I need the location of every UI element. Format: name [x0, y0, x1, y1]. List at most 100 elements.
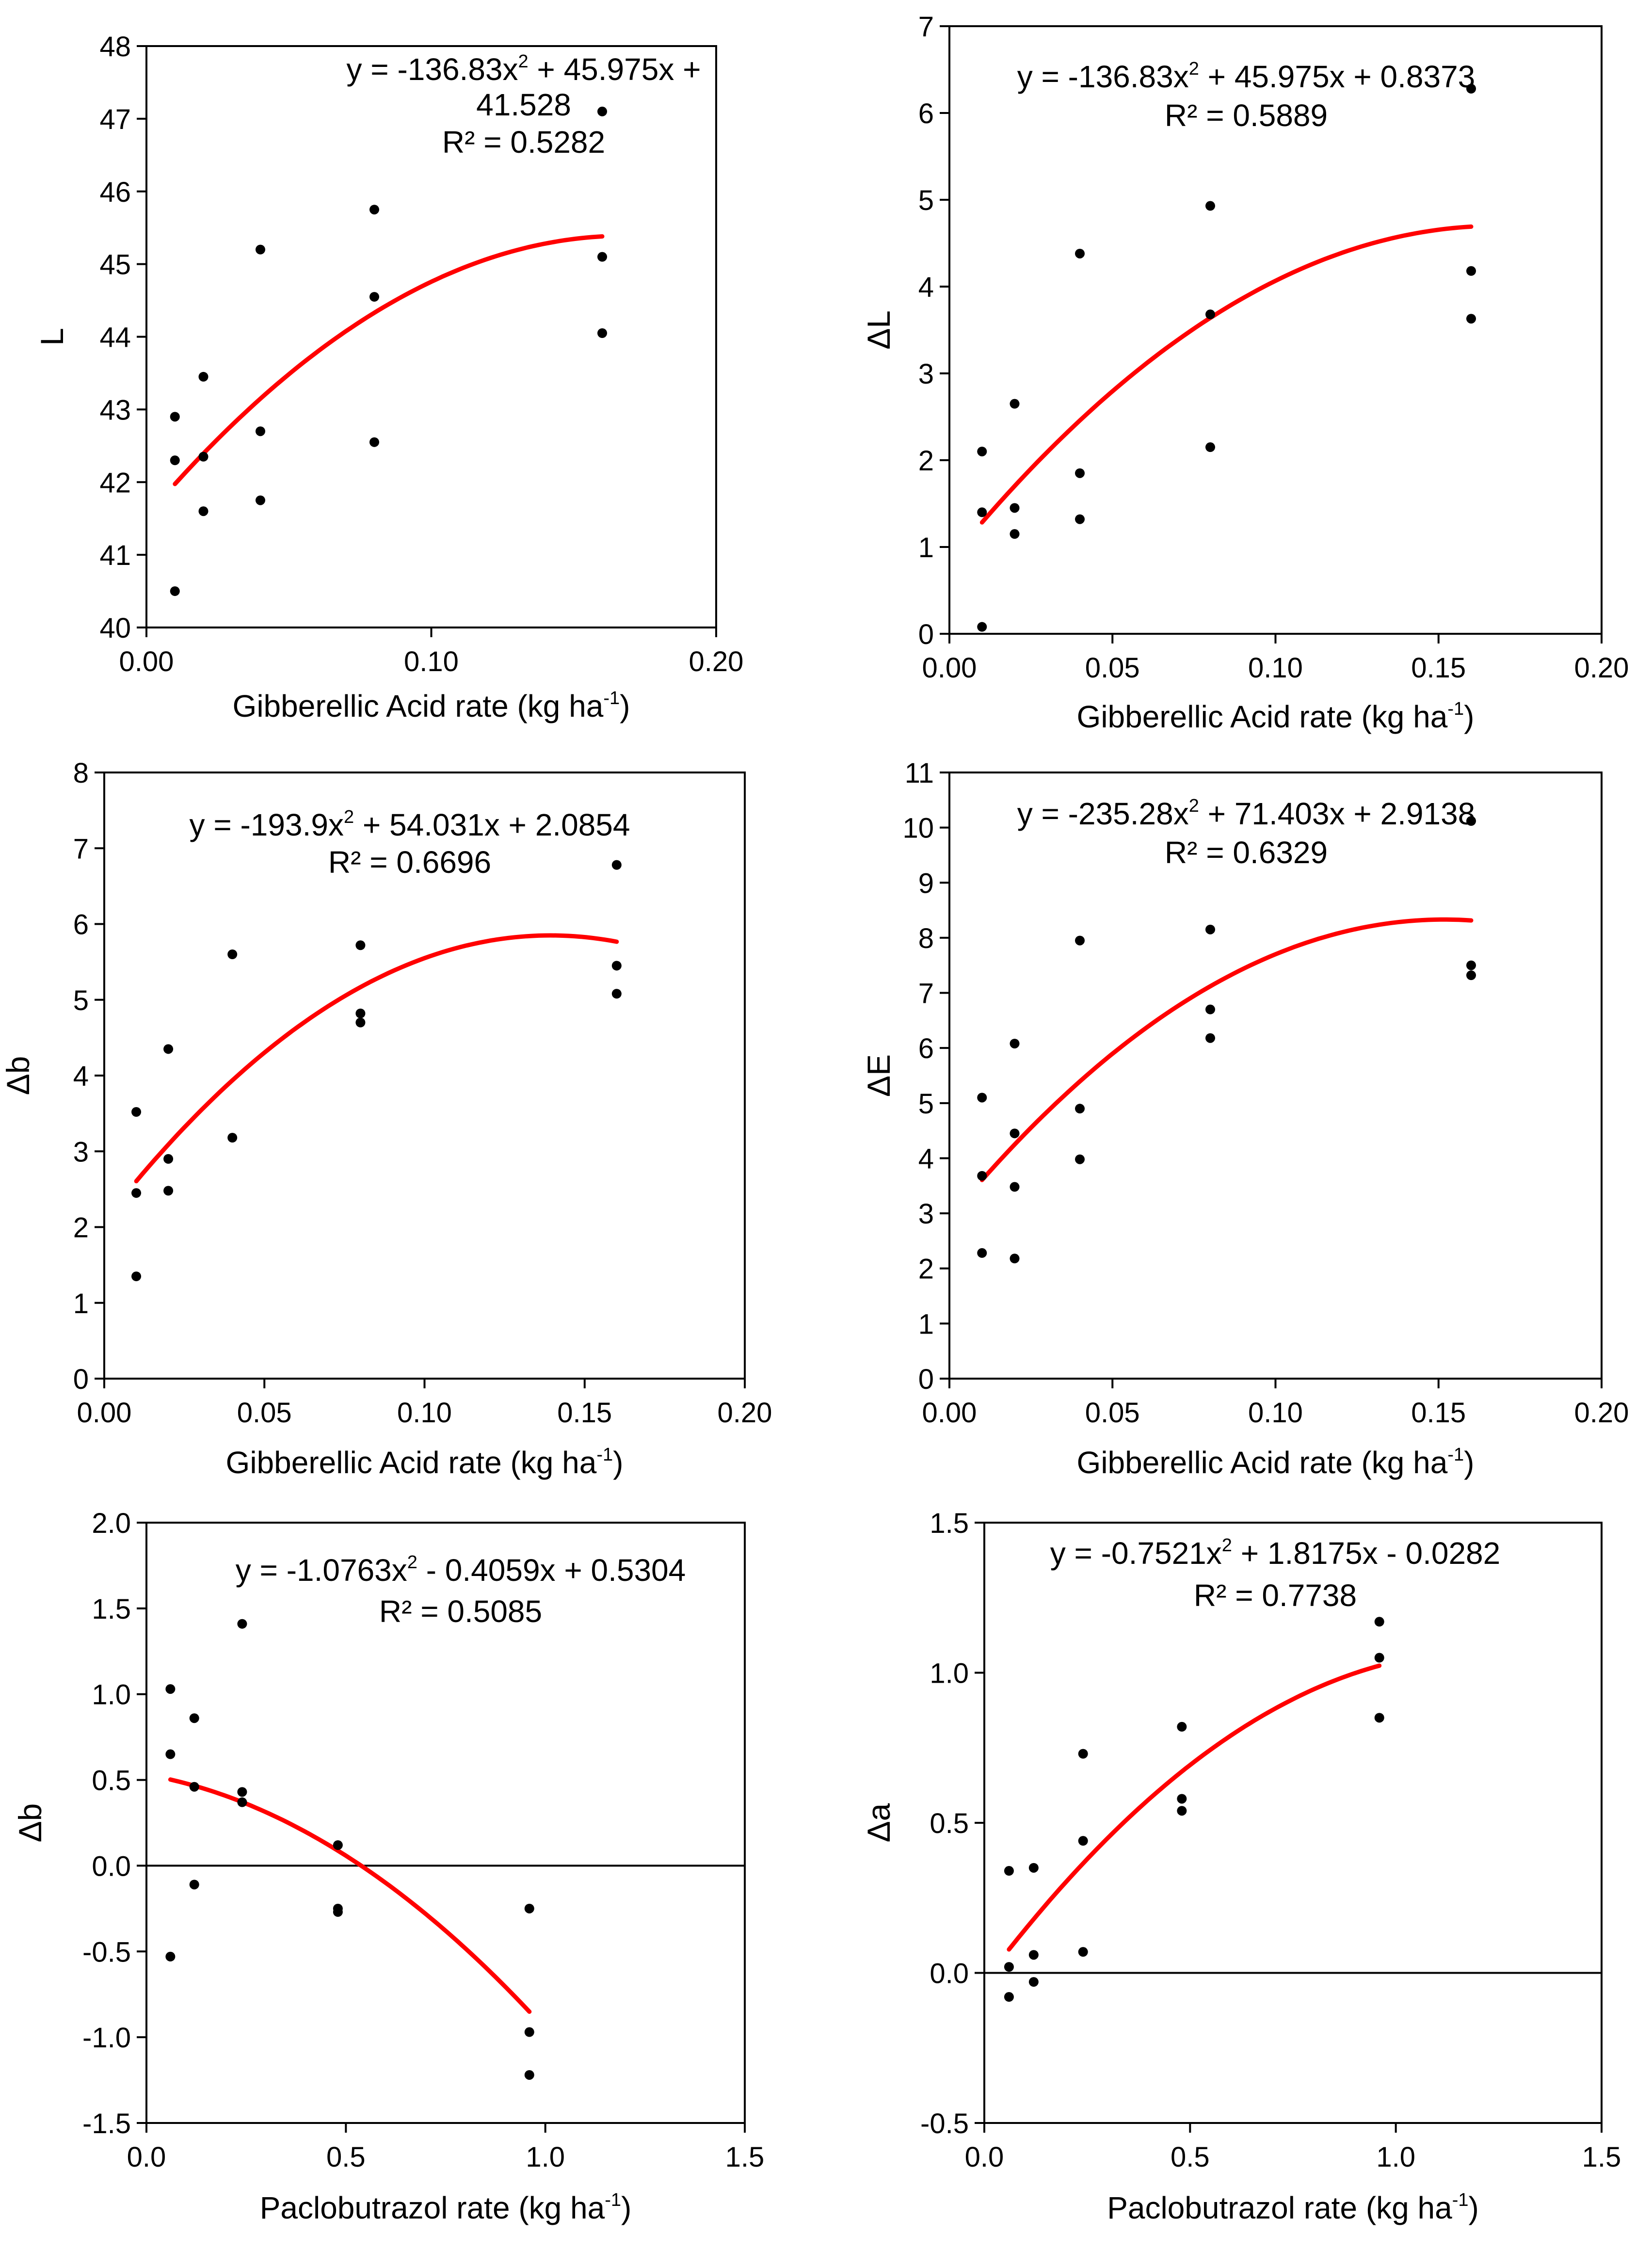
y-tick-label: 0 — [73, 1364, 89, 1395]
data-point — [524, 1903, 534, 1913]
y-tick-label: 43 — [99, 394, 131, 426]
data-point — [1466, 314, 1476, 324]
data-point — [524, 2070, 534, 2080]
data-point — [1004, 1992, 1014, 2002]
plot-area-frame — [145, 1522, 746, 2124]
y-tick-label: 47 — [99, 104, 131, 135]
equation-label: y = -235.28x2 + 71.403x + 2.9138 — [1017, 796, 1476, 831]
data-point — [1205, 1033, 1215, 1043]
fit-curve — [134, 933, 619, 1184]
y-tick-label: 8 — [918, 923, 934, 954]
y-tick-label: 42 — [99, 467, 131, 498]
y-tick-label: 10 — [902, 813, 934, 844]
data-point — [1028, 1977, 1039, 1987]
x-tick-label: 1.0 — [526, 2141, 565, 2173]
y-tick-label: 44 — [99, 322, 131, 354]
data-point — [198, 371, 209, 382]
data-point — [256, 495, 265, 505]
data-point — [165, 1684, 176, 1694]
y-tick-label: 0 — [918, 1364, 934, 1395]
r-squared-label: R² = 0.6696 — [328, 845, 491, 880]
x-tick-label: 0.10 — [1248, 1397, 1303, 1429]
data-point — [256, 426, 265, 436]
equation-label: y = -193.9x2 + 54.031x + 2.0854 — [190, 807, 630, 842]
x-tick-label: 1.5 — [725, 2141, 765, 2173]
data-point — [237, 1797, 247, 1807]
data-point — [1010, 1128, 1020, 1139]
y-tick-label: 5 — [73, 985, 89, 1016]
y-tick-label: 0 — [918, 619, 934, 650]
data-point — [355, 940, 366, 950]
data-point — [1374, 1617, 1384, 1627]
y-tick-label: 3 — [918, 358, 934, 390]
x-axis-label: Paclobutrazol rate (kg ha-1) — [260, 2190, 632, 2225]
x-tick-label: 0.20 — [1574, 1397, 1629, 1429]
y-tick-label: 46 — [99, 177, 131, 208]
data-point — [1010, 1182, 1020, 1192]
y-tick-label: -0.5 — [920, 2108, 969, 2139]
x-axis-label: Paclobutrazol rate (kg ha-1) — [1107, 2190, 1479, 2225]
data-point — [1004, 1866, 1014, 1876]
data-point — [1075, 248, 1085, 258]
data-point — [1205, 309, 1215, 320]
y-tick-label: 6 — [918, 98, 934, 129]
data-point — [1205, 201, 1215, 211]
y-axis-label: L — [34, 328, 70, 346]
x-tick-label: 0.5 — [326, 2141, 366, 2173]
x-tick-label: 1.0 — [1376, 2141, 1415, 2173]
fit-curve — [979, 917, 1474, 1182]
x-tick-label: 0.5 — [1171, 2141, 1210, 2173]
data-point — [170, 412, 180, 422]
y-tick-label: 7 — [73, 833, 89, 865]
data-point — [977, 447, 987, 457]
data-point — [1466, 970, 1476, 981]
y-tick-label: -0.5 — [82, 1936, 131, 1968]
data-point — [1374, 1653, 1384, 1663]
data-point — [977, 1248, 987, 1258]
data-point — [1177, 1721, 1187, 1732]
equation-label: y = -0.7521x2 + 1.8175x - 0.0282 — [1050, 1535, 1500, 1571]
y-tick-label: 6 — [73, 909, 89, 941]
x-tick-label: 0.05 — [1085, 652, 1140, 684]
data-point — [131, 1188, 142, 1198]
chart-deltaE: 0.00 0.05 0.10 0.15 0.20 0 1 2 3 4 5 6 7 8 9 10 11 Gibber… — [861, 757, 1629, 1480]
fit-curve — [979, 224, 1474, 525]
data-point — [189, 1880, 199, 1890]
y-tick-label: 7 — [918, 978, 934, 1010]
equation-label-continued: 41.528 — [476, 87, 571, 122]
chart-deltab_pbz: 0.0 0.5 1.0 1.5 -1.5 -1.0 -0.5 0.0 0.5 1.0 1.5 2.0 P… — [12, 1508, 764, 2225]
data-point — [1028, 1950, 1039, 1960]
data-point — [977, 1093, 987, 1103]
x-tick-label: 0.0 — [965, 2141, 1004, 2173]
data-point — [1075, 1104, 1085, 1114]
y-tick-label: 1 — [73, 1288, 89, 1319]
y-tick-label: 2 — [73, 1212, 89, 1244]
r-squared-label: R² = 0.6329 — [1165, 835, 1328, 870]
fit-curve — [1007, 1663, 1382, 1952]
data-point — [597, 252, 607, 262]
data-point — [597, 106, 607, 116]
data-point — [227, 1133, 238, 1143]
r-squared-label: R² = 0.5889 — [1165, 98, 1328, 133]
y-tick-label: 7 — [918, 11, 934, 43]
equation-label: y = -1.0763x2 - 0.4059x + 0.5304 — [236, 1552, 686, 1588]
r-squared-label: R² = 0.5282 — [442, 125, 605, 160]
r-squared-label: R² = 0.7738 — [1194, 1578, 1357, 1613]
y-tick-label: 11 — [905, 757, 934, 789]
data-point — [1075, 514, 1085, 524]
chart-L: 0.00 0.10 0.20 40 41 42 43 44 45 46 47 48 Gibberelli… — [34, 31, 743, 724]
data-point — [1466, 960, 1476, 970]
data-point — [170, 586, 180, 596]
data-point — [977, 507, 987, 517]
data-point — [1205, 442, 1215, 452]
data-point — [1010, 503, 1020, 513]
data-point — [611, 989, 622, 999]
y-tick-label: 48 — [99, 31, 131, 63]
x-axis-label: Gibberellic Acid rate (kg ha-1) — [1077, 699, 1475, 734]
y-axis-label: Δb — [12, 1803, 48, 1843]
y-tick-label: 0.5 — [92, 1765, 131, 1797]
chart-deltab_ga: 0.00 0.05 0.10 0.15 0.20 0 1 2 3 4 5 6 7 8 Gibberellic… — [0, 757, 772, 1480]
data-point — [163, 1186, 174, 1196]
data-point — [597, 328, 607, 338]
y-tick-label: 0.5 — [930, 1808, 969, 1839]
